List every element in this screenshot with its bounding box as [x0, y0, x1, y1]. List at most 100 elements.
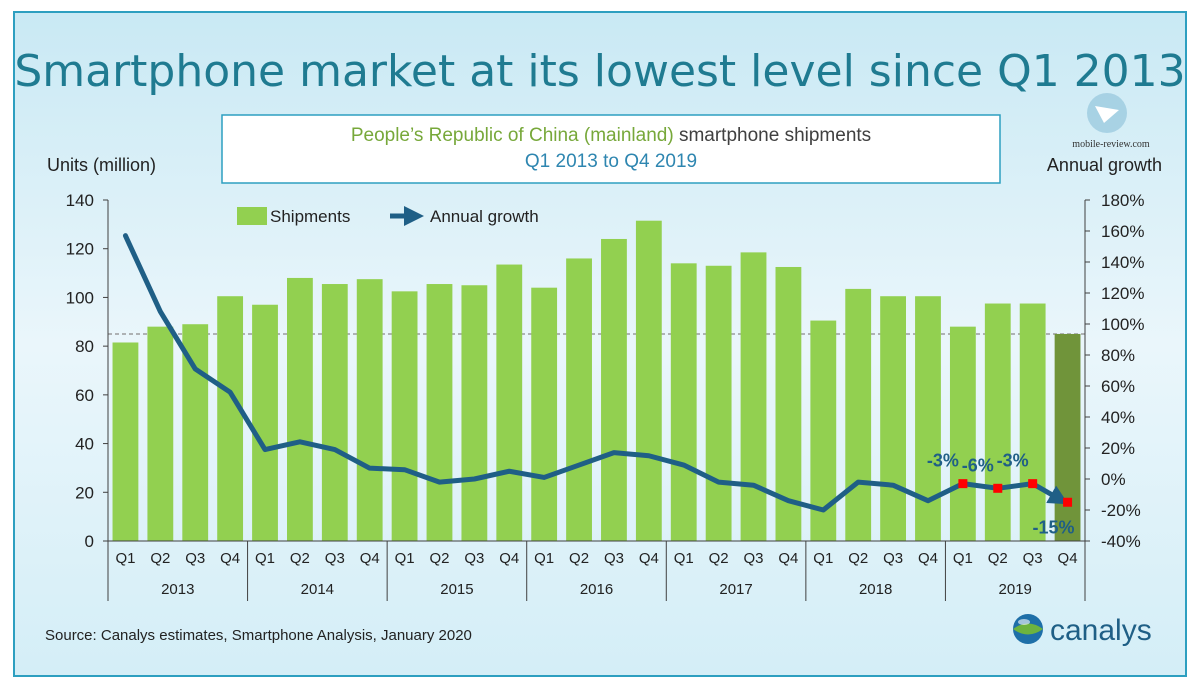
- x-tick-label: Q1: [115, 550, 135, 567]
- chart-title-green: People’s Republic of China (mainland): [351, 125, 674, 146]
- bar: [112, 342, 139, 541]
- x-tick-label: Q1: [813, 550, 833, 567]
- x-tick-label: Q2: [429, 550, 449, 567]
- legend-label-growth: Annual growth: [430, 207, 539, 226]
- y2-tick-label: 160%: [1101, 222, 1144, 241]
- brand-name: canalys: [1050, 614, 1152, 647]
- source-note: Source: Canalys estimates, Smartphone An…: [45, 627, 472, 644]
- bar: [182, 324, 209, 541]
- bar: [391, 291, 418, 541]
- x-tick-label: Q3: [325, 550, 345, 567]
- year-label: 2016: [580, 581, 613, 598]
- bar: [949, 326, 976, 541]
- y-tick-label: 120: [66, 240, 94, 259]
- bar: [880, 296, 906, 541]
- watermark-logo: [1087, 93, 1127, 133]
- y-tick-label: 140: [66, 191, 94, 210]
- bar: [670, 263, 697, 541]
- bar: [217, 296, 244, 541]
- y-tick-label: 40: [75, 435, 94, 454]
- year-label: 2018: [859, 581, 892, 598]
- growth-line: [122, 233, 1036, 513]
- growth-annotation: -3%: [927, 451, 959, 471]
- bar: [1054, 333, 1081, 541]
- page-title: Smartphone market at its lowest level si…: [14, 46, 1185, 97]
- x-tick-label: Q4: [220, 550, 240, 567]
- y-tick-label: 100: [66, 288, 94, 307]
- y-tick-label: 80: [75, 337, 94, 356]
- x-tick-label: Q2: [709, 550, 729, 567]
- x-tick-label: Q1: [674, 550, 694, 567]
- x-tick-label: Q4: [1058, 550, 1078, 567]
- canalys-logo: [1013, 614, 1043, 644]
- growth-line-arrow: [1030, 481, 1069, 505]
- x-tick-label: Q4: [499, 550, 519, 567]
- bar: [287, 277, 313, 541]
- x-tick-label: Q3: [883, 550, 903, 567]
- bar: [1019, 303, 1046, 541]
- x-tick-label: Q2: [848, 550, 868, 567]
- y-tick-label: 60: [75, 386, 94, 405]
- y2-tick-label: 0%: [1101, 470, 1126, 489]
- tick-labels-group: 0 20 40 60 80 100 120 140 -40% -20% 0% 20% 40% 60% 80%…: [66, 191, 1145, 598]
- bar: [705, 265, 732, 541]
- chart-subtitle: Q1 2013 to Q4 2019: [525, 151, 697, 172]
- y-tick-label: 0: [85, 532, 94, 551]
- legend-label-shipments: Shipments: [270, 207, 350, 226]
- bar: [461, 285, 488, 541]
- y-tick-label: 20: [75, 483, 94, 502]
- bar: [356, 279, 383, 541]
- growth-marker: [1063, 497, 1073, 507]
- bars-group: [112, 220, 1081, 542]
- growth-annotation: -3%: [997, 451, 1029, 471]
- watermark-text: mobile-review.com: [1072, 139, 1150, 150]
- x-tick-label: Q1: [255, 550, 275, 567]
- x-tick-label: Q4: [778, 550, 798, 567]
- x-tick-label: Q4: [918, 550, 938, 567]
- growth-marker: [1028, 479, 1038, 489]
- growth-annotation: -15%: [1033, 517, 1075, 537]
- bar: [984, 303, 1011, 541]
- y2-tick-label: 120%: [1101, 284, 1144, 303]
- bar: [496, 264, 523, 541]
- x-tick-label: Q2: [569, 550, 589, 567]
- growth-marker: [993, 483, 1003, 493]
- bar: [740, 252, 767, 541]
- chart-title-dark: smartphone shipments: [674, 125, 872, 146]
- y2-axis-label: Annual growth: [1047, 155, 1162, 175]
- bar: [635, 220, 662, 542]
- bar: [531, 287, 558, 541]
- x-tick-label: Q3: [185, 550, 205, 567]
- year-label: 2017: [719, 581, 752, 598]
- x-tick-label: Q2: [988, 550, 1008, 567]
- chart-title: People’s Republic of China (mainland) sm…: [351, 125, 871, 146]
- x-tick-label: Q4: [639, 550, 659, 567]
- year-label: 2013: [161, 581, 194, 598]
- x-tick-label: Q1: [953, 550, 973, 567]
- growth-line-group: [122, 233, 1073, 513]
- legend-swatch-shipments: [237, 207, 267, 225]
- bar: [252, 304, 278, 541]
- x-tick-label: Q3: [1023, 550, 1043, 567]
- x-tick-label: Q1: [534, 550, 554, 567]
- bar: [321, 284, 348, 541]
- bar: [915, 296, 941, 541]
- y2-tick-label: -40%: [1101, 532, 1141, 551]
- axes-group: [103, 199, 1090, 601]
- x-tick-label: Q2: [150, 550, 170, 567]
- y2-tick-label: 20%: [1101, 439, 1135, 458]
- bar: [426, 284, 453, 541]
- legend: Shipments Annual growth: [237, 206, 539, 226]
- x-tick-label: Q4: [360, 550, 380, 567]
- growth-marker: [958, 479, 968, 489]
- y2-tick-label: 100%: [1101, 315, 1144, 334]
- bar: [147, 326, 174, 541]
- chart-title-box: [221, 114, 1001, 184]
- y2-tick-label: 60%: [1101, 377, 1135, 396]
- year-label: 2014: [301, 581, 334, 598]
- bar: [566, 258, 592, 541]
- y-axis-label: Units (million): [47, 155, 156, 175]
- x-tick-label: Q3: [464, 550, 484, 567]
